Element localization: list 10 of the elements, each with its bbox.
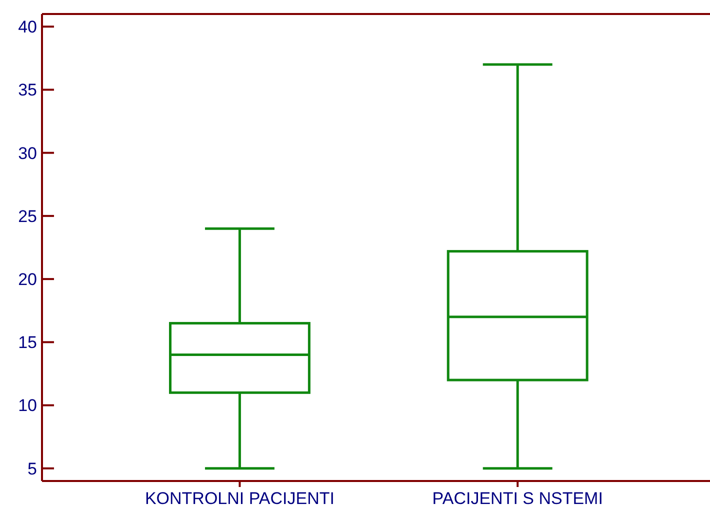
x-tick-label: PACIJENTI S NSTEMI — [432, 489, 603, 508]
y-tick-label: 20 — [18, 270, 37, 290]
y-tick-label: 25 — [18, 206, 37, 226]
y-tick-label: 5 — [28, 459, 37, 478]
y-tick-label: 30 — [18, 144, 37, 163]
x-tick-label: KONTROLNI PACIJENTI — [144, 489, 334, 508]
y-tick-label: 15 — [18, 333, 37, 352]
y-tick-label: 10 — [18, 396, 37, 416]
y-tick-label: 35 — [18, 80, 37, 100]
y-tick-label: 40 — [18, 18, 37, 37]
